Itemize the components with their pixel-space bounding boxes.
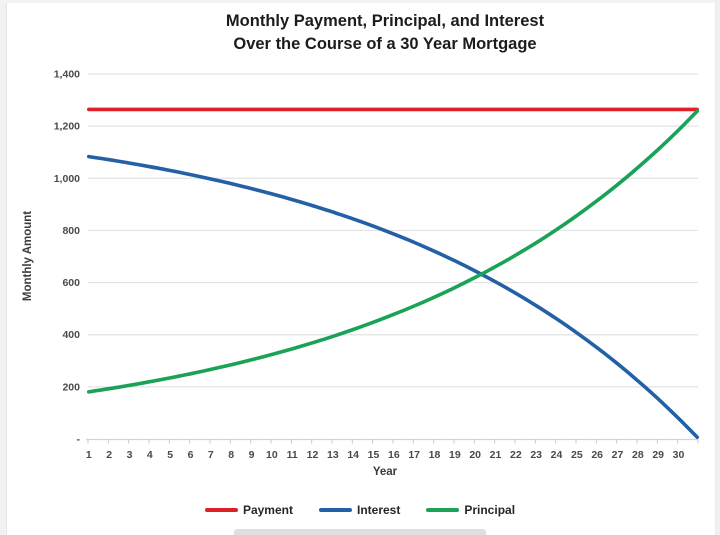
x-tick-label: 22 [510, 449, 522, 461]
page-edge-right [715, 0, 720, 535]
x-tick-label: 19 [449, 449, 461, 461]
bottom-cropped-bar [234, 529, 486, 535]
x-tick-label: 27 [612, 449, 624, 461]
x-tick-label: 28 [632, 449, 644, 461]
y-tick-label: 200 [62, 381, 80, 393]
x-tick-label: 1 [86, 449, 92, 461]
y-axis-title: Monthly Amount [22, 210, 34, 302]
x-tick-label: 4 [147, 449, 153, 461]
legend-label-interest: Interest [356, 503, 401, 517]
y-tick-label: 800 [62, 225, 80, 237]
x-tick-label: 13 [327, 449, 339, 461]
principal-line-swatch [426, 508, 460, 512]
x-tick-label: 17 [408, 449, 420, 461]
x-tick-label: 16 [388, 449, 400, 461]
x-tick-label: 25 [571, 449, 583, 461]
chart-title-line-1: Monthly Payment, Principal, and Interest [225, 12, 545, 30]
interest-line-swatch [318, 508, 352, 512]
x-axis-title: Year [372, 466, 398, 478]
x-tick-label: 21 [490, 449, 502, 461]
series-line-interest [87, 154, 699, 439]
x-tick-label: 18 [429, 449, 441, 461]
legend: Payment Interest Principal [0, 503, 720, 517]
y-tick-label: - [77, 434, 81, 446]
x-tick-label: 24 [551, 449, 563, 461]
y-tick-label: 1,200 [54, 121, 80, 133]
page-edge-top [0, 0, 720, 3]
x-tick-label: 26 [591, 449, 603, 461]
legend-item-payment: Payment [204, 503, 293, 517]
x-tick-label: 3 [127, 449, 133, 461]
y-tick-label: 1,000 [54, 173, 80, 185]
y-tick-label: 600 [62, 277, 80, 289]
x-tick-label: 30 [673, 449, 685, 461]
chart-title-line-2: Over the Course of a 30 Year Mortgage [233, 35, 537, 53]
y-tick-label: 1,400 [54, 69, 80, 81]
x-tick-label: 23 [530, 449, 542, 461]
x-tick-label: 20 [469, 449, 481, 461]
legend-item-principal: Principal [426, 503, 515, 517]
x-tick-label: 12 [307, 449, 319, 461]
x-tick-label: 2 [106, 449, 112, 461]
x-tick-label: 5 [167, 449, 173, 461]
x-tick-label: 6 [188, 449, 194, 461]
legend-item-interest: Interest [318, 503, 401, 517]
chart-title: Monthly Payment, Principal, and Interest… [50, 10, 720, 56]
x-tick-label: 29 [652, 449, 664, 461]
page-edge-left [0, 0, 7, 535]
x-tick-label: 10 [266, 449, 278, 461]
x-tick-label: 9 [249, 449, 255, 461]
x-tick-label: 14 [347, 449, 359, 461]
x-tick-label: 11 [287, 449, 298, 461]
series-line-principal [87, 109, 699, 394]
legend-label-principal: Principal [464, 503, 516, 517]
legend-label-payment: Payment [242, 503, 293, 517]
x-tick-label: 8 [228, 449, 234, 461]
y-tick-label: 400 [62, 329, 80, 341]
x-tick-label: 7 [208, 449, 214, 461]
payment-line-swatch [204, 508, 238, 512]
x-tick-label: 15 [368, 449, 380, 461]
